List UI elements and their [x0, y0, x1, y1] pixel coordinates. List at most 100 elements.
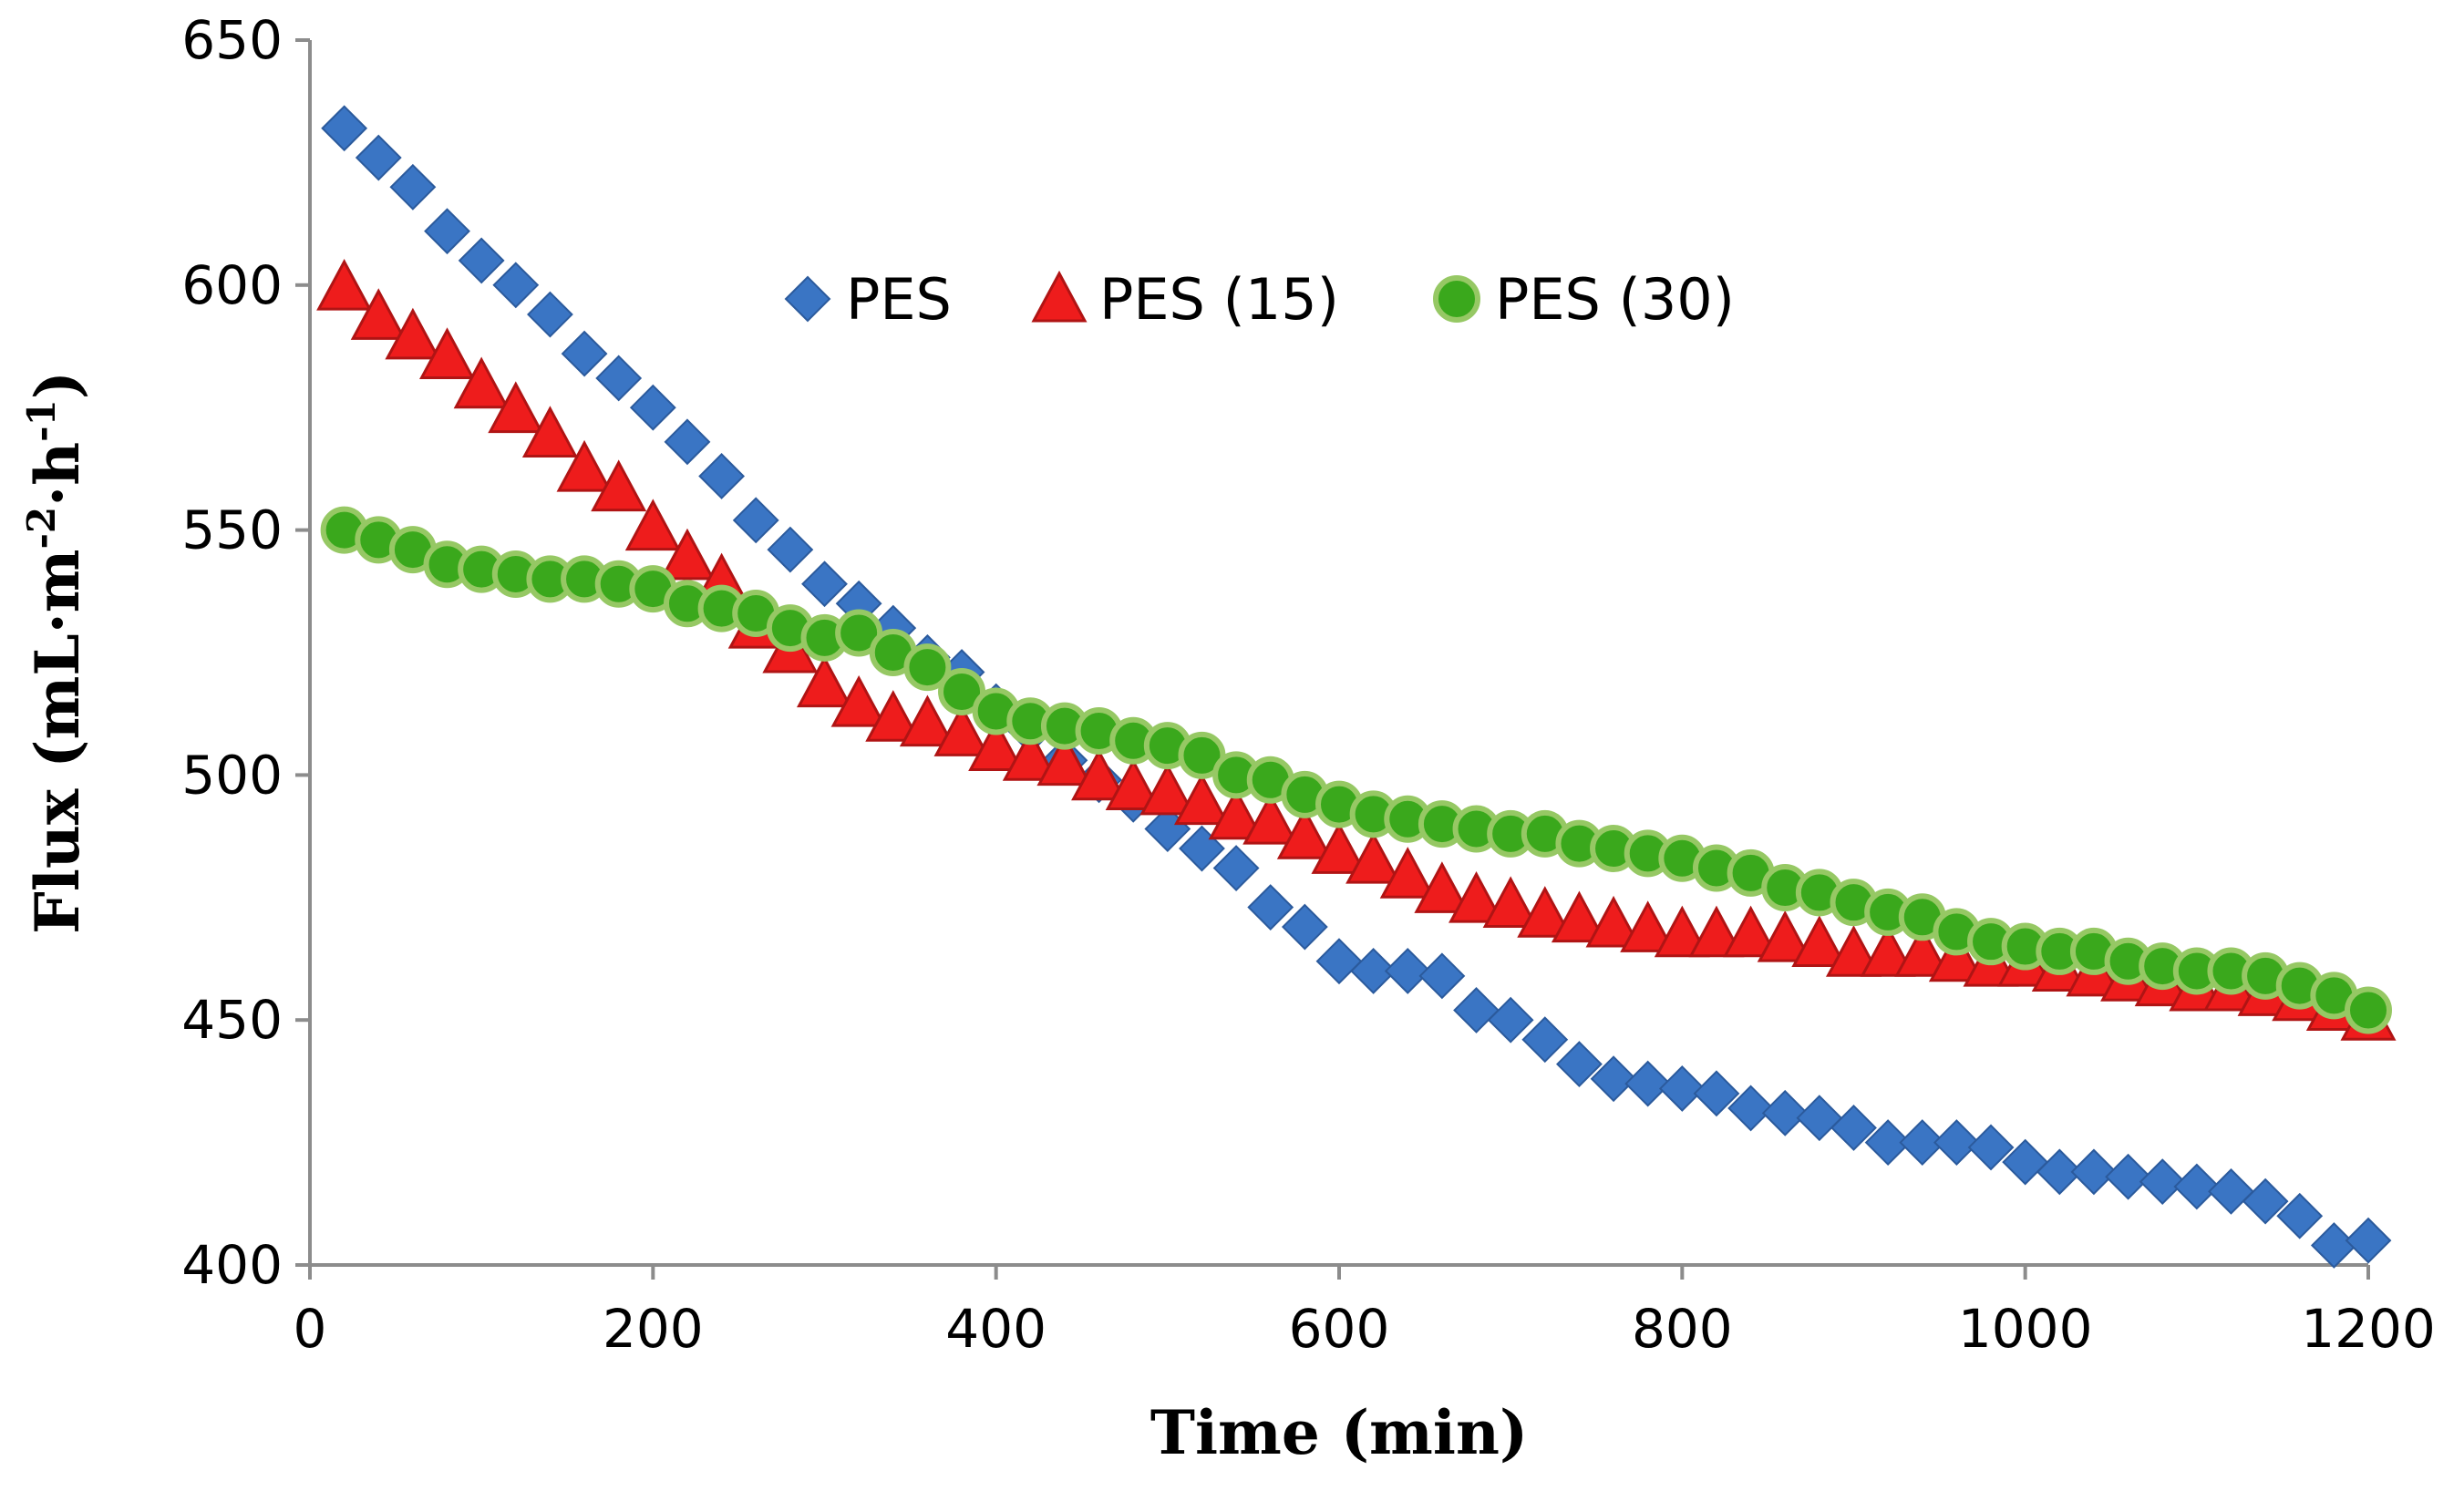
y-axis-title: Flux (mL·m-2·h-1) — [19, 371, 93, 934]
pes-15-point — [796, 655, 853, 708]
pes-point — [1658, 1065, 1706, 1112]
pes-point — [1247, 884, 1294, 931]
pes-point — [1693, 1070, 1740, 1117]
pes-point — [2310, 1222, 2357, 1269]
pes-15-point — [1071, 748, 1128, 801]
pes-point — [1727, 1085, 1775, 1132]
pes-15-point — [830, 674, 887, 727]
pes-point — [1521, 1016, 1569, 1064]
y-axis-title-part: ·h — [22, 442, 93, 507]
x-tick-label: 0 — [294, 1298, 327, 1360]
pes-point — [1281, 903, 1328, 951]
pes-point — [2002, 1138, 2049, 1186]
x-tick-label: 1000 — [1958, 1298, 2093, 1360]
legend: PES PES (15) PES (30) — [784, 266, 1735, 333]
pes-point — [1350, 948, 1397, 994]
pes-point — [2070, 1148, 2118, 1196]
pes-point — [1864, 1119, 1912, 1167]
pes-point — [1453, 987, 1500, 1033]
pes-15-point — [385, 307, 441, 360]
pes-point — [1212, 845, 1260, 891]
y-tick-label: 600 — [181, 254, 283, 316]
pes-point — [1315, 938, 1363, 985]
pes-15-point — [1276, 807, 1333, 859]
pes-15-point — [453, 356, 510, 409]
y-axis-title-sup: -1 — [19, 399, 64, 442]
pes-point — [1418, 952, 1466, 1000]
pes-point — [2139, 1158, 2186, 1206]
x-tick-label: 400 — [945, 1298, 1046, 1360]
pes-point — [321, 105, 368, 152]
pes-15-point — [1311, 822, 1367, 874]
pes-point — [1624, 1060, 1672, 1107]
pes-point — [1384, 948, 1431, 994]
legend-label-pes-30: PES (30) — [1495, 266, 1735, 333]
pes-point — [2105, 1153, 2151, 1200]
pes-point — [424, 208, 470, 255]
pes-point — [595, 355, 643, 402]
y-tick-label: 400 — [181, 1234, 283, 1296]
pes-30-point — [1178, 731, 1226, 779]
pes-15-point — [556, 439, 613, 492]
pes-point — [1796, 1095, 1843, 1142]
pes-15-point — [865, 690, 922, 742]
pes-point — [1933, 1119, 1980, 1167]
pes-point — [1556, 1041, 1603, 1087]
pes-point — [492, 262, 540, 309]
legend-label-pes-15: PES (15) — [1099, 266, 1339, 333]
pes-point — [1899, 1119, 1946, 1167]
pes-15-point — [1620, 900, 1676, 952]
y-ticks: 400 450 500 550 600 650 — [181, 9, 310, 1296]
legend-circle-marker — [1433, 275, 1480, 323]
pes-point — [2345, 1217, 2392, 1264]
pes-point — [698, 453, 746, 499]
pes-15-point — [1928, 930, 1985, 982]
pes-30-point — [903, 643, 952, 692]
pes-15-point — [1894, 925, 1951, 977]
y-axis-title-part: Flux (mL·m — [22, 549, 93, 934]
pes-15-point — [1688, 905, 1745, 958]
legend-triangle-marker — [1031, 270, 1088, 323]
y-axis-title-sup: -2 — [19, 507, 64, 550]
pes-point — [732, 497, 779, 544]
series-triangle-group — [316, 259, 2397, 1041]
pes-15-point — [933, 704, 990, 756]
y-tick-label: 450 — [181, 989, 283, 1051]
pes-15-point — [1449, 871, 1505, 923]
pes-15-point — [1345, 832, 1402, 884]
pes-15-point — [1757, 910, 1813, 962]
pes-15-point — [899, 694, 955, 747]
pes-point — [1761, 1089, 1809, 1136]
pes-point — [767, 526, 814, 573]
series-circle-group — [320, 506, 2392, 1034]
pes-point — [527, 291, 573, 338]
legend-item-pes-15: PES (15) — [1031, 266, 1339, 333]
x-tick-label: 1200 — [2301, 1298, 2436, 1360]
pes-15-point — [1791, 915, 1848, 968]
pes-15-point — [624, 499, 681, 551]
pes-15-point — [1379, 847, 1436, 899]
pes-15-point — [521, 406, 578, 458]
pes-15-point — [1654, 905, 1710, 958]
pes-point — [355, 134, 402, 181]
pes-point — [664, 418, 711, 466]
pes-30-point — [835, 609, 883, 657]
pes-point — [2173, 1163, 2221, 1210]
pes-point — [1590, 1055, 1637, 1103]
pes-15-point — [1585, 895, 1642, 948]
pes-30-point — [938, 668, 986, 716]
pes-15-point — [968, 719, 1025, 772]
pes-point — [1179, 825, 1225, 872]
pes-point — [1830, 1105, 1877, 1151]
y-tick-label: 650 — [181, 9, 283, 71]
pes-15-point — [1517, 886, 1573, 938]
x-tick-label: 200 — [603, 1298, 704, 1360]
pes-15-point — [1002, 729, 1058, 781]
pes-15-point — [1723, 905, 1779, 958]
pes-15-point — [1036, 734, 1093, 787]
x-tick-label: 800 — [1632, 1298, 1733, 1360]
axes — [308, 40, 2368, 1267]
pes-30-point — [2345, 986, 2392, 1034]
pes-point — [561, 330, 608, 377]
